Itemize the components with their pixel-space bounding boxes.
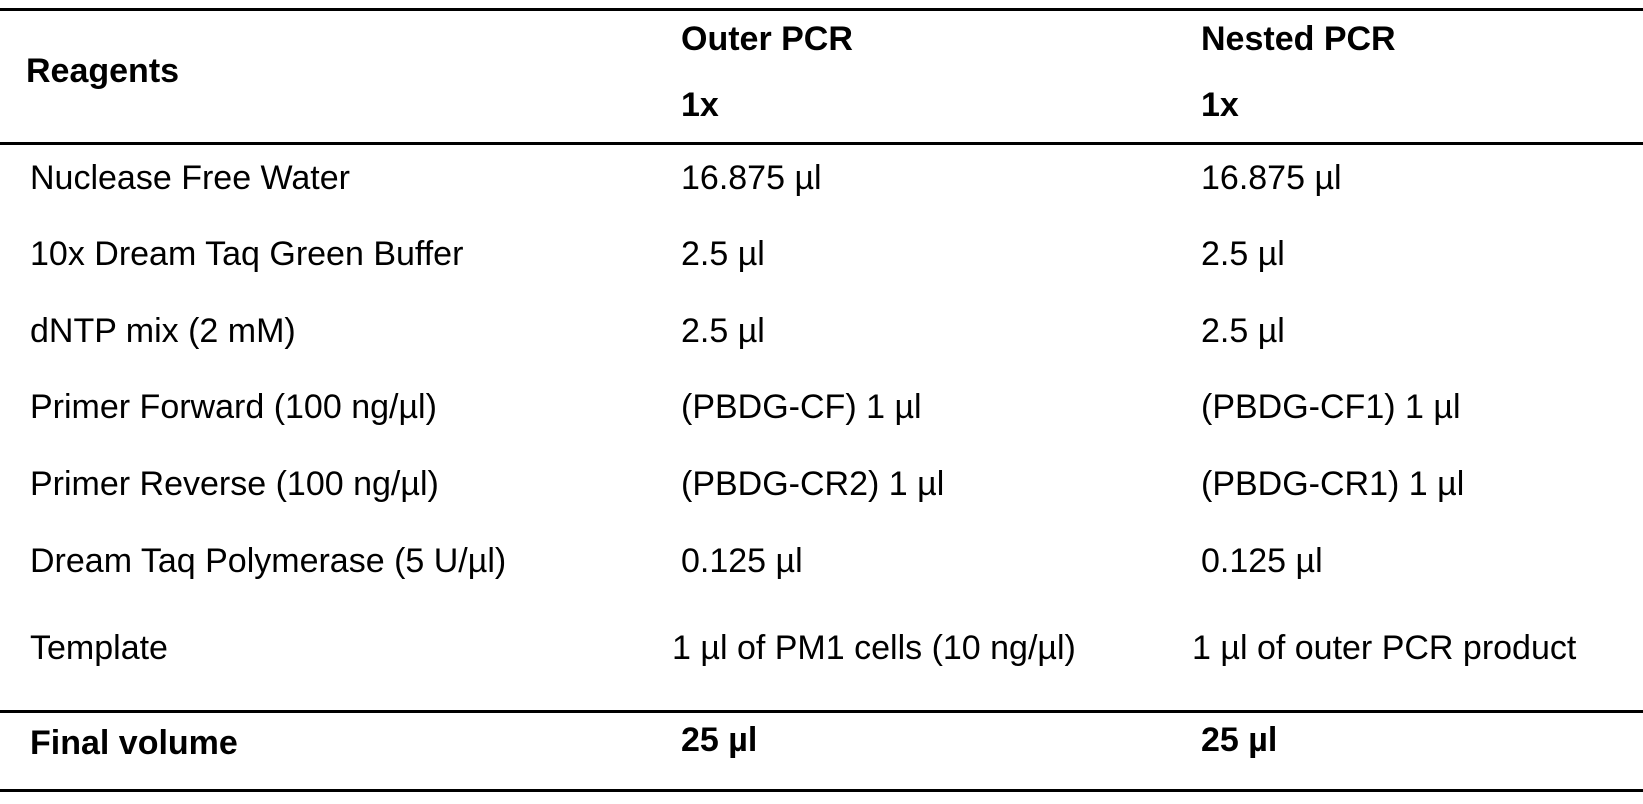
row-nested: (PBDG-CR1) 1 µl xyxy=(1201,465,1465,503)
row-reagent: 10x Dream Taq Green Buffer xyxy=(30,235,464,273)
row-outer: 2.5 µl xyxy=(681,235,765,273)
row-nested: 2.5 µl xyxy=(1201,235,1285,273)
row-reagent: Dream Taq Polymerase (5 U/µl) xyxy=(30,542,507,580)
row-outer: (PBDG-CF) 1 µl xyxy=(681,388,922,426)
header-reagents: Reagents xyxy=(26,52,180,90)
row-nested: (PBDG-CF1) 1 µl xyxy=(1201,388,1461,426)
row-reagent: Nuclease Free Water xyxy=(30,159,350,197)
row-outer: 1 µl of PM1 cells (10 ng/µl) xyxy=(672,629,1076,667)
row-reagent: dNTP mix (2 mM) xyxy=(30,312,296,350)
row-nested: 1 µl of outer PCR product xyxy=(1192,629,1577,667)
row-outer: 16.875 µl xyxy=(681,159,822,197)
header-rule xyxy=(0,142,1643,145)
header-outer-pcr: Outer PCR xyxy=(681,20,853,58)
row-reagent: Primer Reverse (100 ng/µl) xyxy=(30,465,439,503)
bottom-rule xyxy=(0,789,1643,792)
row-outer: (PBDG-CR2) 1 µl xyxy=(681,465,945,503)
top-rule xyxy=(0,8,1643,11)
footer-label: Final volume xyxy=(30,724,238,762)
footer-outer: 25 µl xyxy=(681,721,758,759)
row-outer: 0.125 µl xyxy=(681,542,803,580)
header-nested-1x: 1x xyxy=(1201,86,1239,124)
row-outer: 2.5 µl xyxy=(681,312,765,350)
row-nested: 2.5 µl xyxy=(1201,312,1285,350)
row-nested: 0.125 µl xyxy=(1201,542,1323,580)
header-nested-pcr: Nested PCR xyxy=(1201,20,1396,58)
footer-nested: 25 µl xyxy=(1201,721,1278,759)
header-outer-1x: 1x xyxy=(681,86,719,124)
row-nested: 16.875 µl xyxy=(1201,159,1342,197)
row-reagent: Template xyxy=(30,629,168,667)
footer-rule xyxy=(0,710,1643,713)
row-reagent: Primer Forward (100 ng/µl) xyxy=(30,388,437,426)
